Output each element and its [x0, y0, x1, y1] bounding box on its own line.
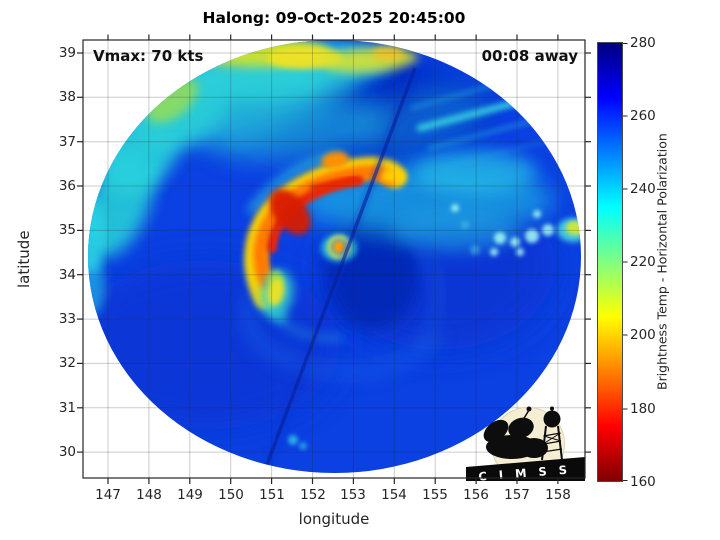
- y-tick-label: 37: [58, 134, 76, 150]
- x-tick-label: 154: [381, 487, 407, 503]
- y-tick-label: 32: [58, 355, 76, 371]
- colorbar-label: Brightness Temp - Horizontal Polarizatio…: [654, 133, 670, 391]
- logo-banner: [466, 457, 585, 481]
- gridlines: [83, 40, 585, 478]
- y-tick-label: 36: [58, 178, 76, 194]
- y-tick-label: 33: [58, 311, 76, 327]
- x-axis-label: longitude: [298, 510, 370, 528]
- swath-seam: [260, 66, 420, 472]
- time-away-annotation: 00:08 away: [481, 47, 578, 65]
- water-tower-tank: [543, 410, 561, 428]
- colorbar-tick-label: 220: [630, 254, 656, 270]
- y-tick-label: 38: [58, 89, 76, 105]
- colorbar-tick-label: 200: [630, 327, 656, 343]
- colorbar-tick-label: 260: [630, 108, 656, 124]
- y-axis-label: latitude: [15, 230, 33, 288]
- y-tick-label: 30: [58, 444, 76, 460]
- x-tick-label: 155: [422, 487, 448, 503]
- x-tick-label: 158: [545, 487, 571, 503]
- y-tick-label: 34: [58, 267, 76, 283]
- plot-title: Halong: 09-Oct-2025 20:45:00: [202, 9, 466, 27]
- colorbar-ticks: [623, 43, 628, 481]
- hook-tail-blob: [260, 270, 294, 318]
- vmax-annotation: Vmax: 70 kts: [93, 47, 204, 65]
- y-tick-label: 39: [58, 45, 76, 61]
- x-tick-label: 147: [95, 487, 121, 503]
- axis-ticks: [77, 34, 591, 484]
- colorbar-tick-label: 280: [630, 35, 656, 51]
- y-tick-label: 31: [58, 400, 76, 416]
- x-tick-label: 153: [340, 487, 366, 503]
- axis-box: [82, 39, 586, 479]
- x-tick-label: 148: [136, 487, 162, 503]
- x-tick-label: 156: [463, 487, 489, 503]
- x-tick-label: 157: [504, 487, 530, 503]
- x-tick-label: 150: [218, 487, 244, 503]
- scattered-convection: [451, 204, 554, 256]
- colorbar: [597, 42, 623, 482]
- x-tick-label: 152: [300, 487, 326, 503]
- spiral-bands: [240, 244, 444, 450]
- logo-silhouette: [483, 406, 563, 461]
- colorbar-tick-label: 240: [630, 181, 656, 197]
- y-tick-label: 35: [58, 222, 76, 238]
- x-tick-label: 151: [259, 487, 285, 503]
- x-tick-label: 149: [177, 487, 203, 503]
- colorbar-tick-label: 160: [630, 474, 656, 490]
- colorbar-tick-label: 180: [630, 401, 656, 417]
